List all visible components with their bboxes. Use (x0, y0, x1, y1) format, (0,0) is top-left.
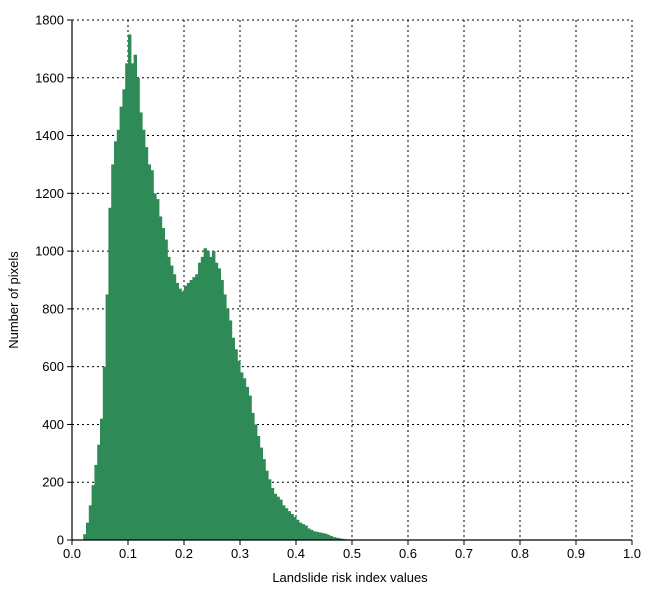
y-tick-label: 1200 (35, 186, 64, 201)
y-tick-label: 600 (42, 359, 64, 374)
x-tick-label: 0.5 (343, 546, 361, 561)
x-tick-label: 0.0 (63, 546, 81, 561)
y-tick-label: 400 (42, 417, 64, 432)
y-tick-label: 1400 (35, 128, 64, 143)
y-tick-label: 800 (42, 301, 64, 316)
y-axis-label: Number of pixels (6, 251, 21, 349)
x-tick-label: 0.7 (455, 546, 473, 561)
x-tick-label: 1.0 (623, 546, 641, 561)
x-tick-label: 0.2 (175, 546, 193, 561)
y-tick-label: 200 (42, 475, 64, 490)
x-tick-label: 0.1 (119, 546, 137, 561)
y-tick-label: 1000 (35, 244, 64, 259)
x-tick-label: 0.9 (567, 546, 585, 561)
x-tick-label: 0.8 (511, 546, 529, 561)
x-axis-label: Landslide risk index values (272, 570, 428, 585)
y-tick-label: 1800 (35, 13, 64, 28)
x-tick-label: 0.3 (231, 546, 249, 561)
histogram-bars (83, 34, 352, 540)
y-tick-label: 0 (57, 533, 64, 548)
x-tick-label: 0.6 (399, 546, 417, 561)
y-tick-label: 1600 (35, 70, 64, 85)
x-tick-label: 0.4 (287, 546, 305, 561)
